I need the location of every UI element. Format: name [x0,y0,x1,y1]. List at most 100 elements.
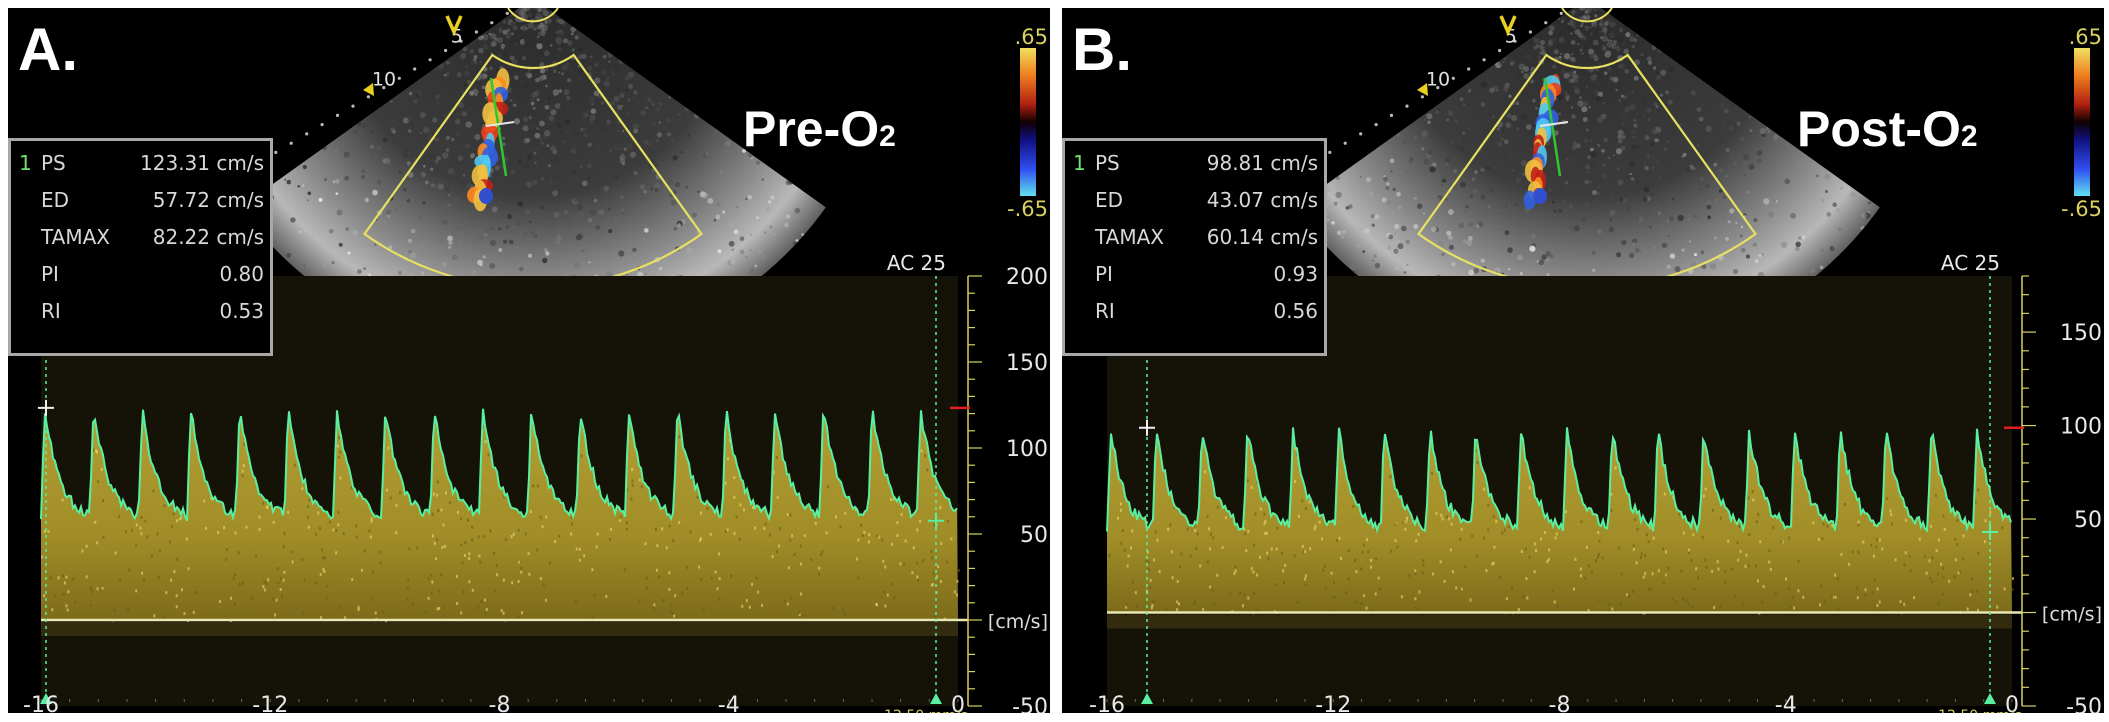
measurement-row: PI 0.93 [1065,262,1324,296]
measurement-value: 0.80 [219,262,264,286]
spectral-noise [41,418,960,623]
sweep-speed-label: 12.50 mm/s [1938,708,2022,713]
caliper-handle-icon[interactable] [930,693,942,704]
orientation-marker-icon [1499,15,1517,37]
panel-a: 5 10 .65 -.65 200 150 100 50 -50 [cm/s] AC 25 -16… [8,8,1050,713]
condition-subscript: 2 [1960,120,1978,153]
reverse-flow-band [41,622,958,636]
measurement-row: TAMAX 60.14 cm/s [1065,225,1324,259]
caliper-handle-icon[interactable] [1984,693,1996,704]
velocity-tick-label: -50 [2066,695,2102,713]
probe-apex [507,8,559,23]
measurement-label: RI [1095,299,1115,323]
caliper-handle-icon[interactable] [1141,693,1153,704]
depth-ruler [258,11,509,164]
measurement-index: 1 [1073,151,1086,175]
sweep-speed-label: 12.50 mm/s [884,708,968,713]
time-tick-label: -16 [23,693,59,713]
measurement-value: 82.22 cm/s [152,225,264,249]
color-scale-bar: .65 -.65 [1007,25,1048,221]
depth-mark-label: 10 [372,69,396,91]
measurement-label: ED [1095,188,1124,212]
time-tick-label: -16 [1089,693,1125,713]
measurement-value: 57.72 cm/s [152,188,264,212]
measurement-row: 1 PS 123.31 cm/s [11,151,270,185]
time-tick-label: -8 [1549,693,1571,713]
color-scale-top-label: .65 [1015,25,1048,49]
condition-main: Pre-O [743,101,880,157]
condition-subscript: 2 [879,120,896,153]
measurement-value: 0.93 [1273,262,1318,286]
color-scale-gradient [1020,48,1036,196]
measurement-value: 98.81 cm/s [1206,151,1318,175]
probe-apex [1561,8,1613,23]
color-scale-top-label: .65 [2069,25,2102,49]
time-tick-label: -12 [252,693,288,713]
reverse-flow-band [1107,614,2012,629]
velocity-tick-label: 150 [1006,351,1048,376]
color-flow-spot [1533,188,1547,204]
color-scale-gradient [2074,48,2090,196]
measurement-box: 1 PS 123.31 cm/s ED 57.72 cm/s TAMAX 82.22 cm/… [8,138,273,356]
measurement-label: PI [41,262,59,286]
time-tick-label: -4 [718,693,740,713]
measurement-row: TAMAX 82.22 cm/s [11,225,270,259]
measurement-value: 60.14 cm/s [1206,225,1318,249]
doppler-cursor-line [489,77,508,177]
panel-letter: B. [1072,16,1132,83]
measurement-row: 1 PS 98.81 cm/s [1065,151,1324,185]
measurement-value: 0.56 [1273,299,1318,323]
color-flow-spot [479,188,493,204]
spectral-fill [1107,427,2012,613]
color-flow [467,68,510,212]
measurement-value: 123.31 cm/s [140,151,264,175]
panel-letter: A. [18,16,78,83]
measurement-row: PI 0.80 [11,262,270,296]
measurement-box: 1 PS 98.81 cm/s ED 43.07 cm/s TAMAX 60.14 cm/s… [1062,138,1327,356]
measurement-value: 0.53 [219,299,264,323]
measurement-row: ED 43.07 cm/s [1065,188,1324,222]
depth-ruler [1312,11,1563,164]
focus-marker-icon [1417,83,1428,96]
ps-crosshair-icon [1139,419,1155,436]
velocity-tick-label: 50 [1020,523,1048,548]
color-scale-bottom-label: -.65 [2061,197,2102,221]
time-tick-label: 0 [2005,693,2019,713]
color-scale-bar: .65 -.65 [2061,25,2102,221]
time-tick-label: 0 [951,693,965,713]
measurement-row: RI 0.53 [11,299,270,333]
measurement-label: RI [41,299,61,323]
doppler-cursor-line [1543,77,1562,177]
measurement-label: TAMAX [41,225,110,249]
color-roi-outline [1416,53,1758,290]
spectral-fill [41,408,958,620]
velocity-tick-label: 100 [1006,437,1048,462]
measurement-index: 1 [19,151,32,175]
measurement-row: RI 0.56 [1065,299,1324,333]
measurement-label: PI [1095,262,1113,286]
ac-label: AC 25 [1941,251,2000,275]
max-velocity-envelope [1106,427,2012,534]
condition-label: Post-O2 [1797,104,1978,154]
ps-crosshair-icon [38,399,54,416]
velocity-unit-label: [cm/s] [2042,604,2102,626]
time-tick-label: -4 [1775,693,1797,713]
measurement-label: ED [41,188,70,212]
caliper-handle-icon[interactable] [40,693,52,704]
velocity-tick-label: -50 [1012,695,1048,713]
condition-label: Pre-O2 [743,104,896,154]
max-velocity-envelope [40,408,958,522]
measurement-row: ED 57.72 cm/s [11,188,270,222]
velocity-tick-label: 150 [2060,321,2102,346]
condition-main: Post-O [1797,101,1961,157]
measurement-label: PS [1095,151,1120,175]
panel-b: 5 10 .65 -.65 150 100 50 -50 [cm/s] AC 25 -16 -12… [1062,8,2104,713]
color-scale-bottom-label: -.65 [1007,197,1048,221]
sample-gate [1539,121,1569,127]
ac-label: AC 25 [887,251,946,275]
depth-mark-label: 10 [1426,69,1450,91]
velocity-tick-label: 200 [1006,265,1048,290]
ed-crosshair-icon [928,512,944,529]
measurement-label: TAMAX [1095,225,1164,249]
velocity-unit-label: [cm/s] [988,611,1048,633]
